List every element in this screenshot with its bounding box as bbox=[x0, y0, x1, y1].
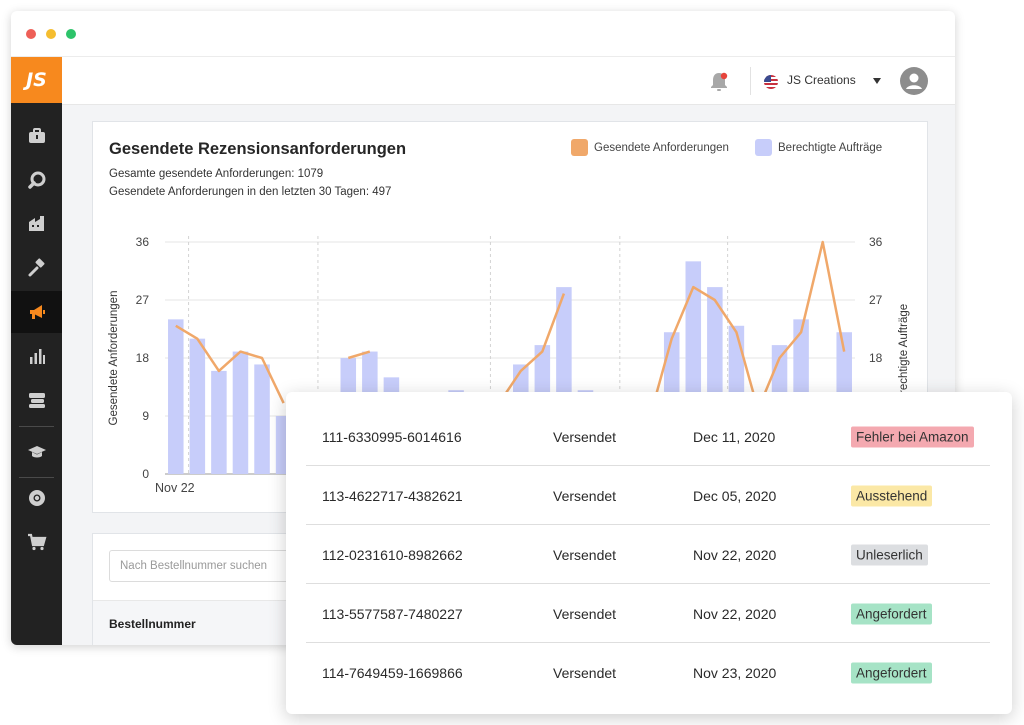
megaphone-icon bbox=[29, 305, 45, 319]
shipping-status: Versendet bbox=[553, 665, 617, 681]
order-number[interactable]: 114-7649459-1669866 bbox=[322, 665, 463, 681]
top-bar: JS Creations bbox=[62, 57, 955, 105]
user-avatar-icon[interactable] bbox=[900, 67, 928, 95]
briefcase-icon bbox=[28, 128, 45, 143]
order-date: Dec 11, 2020 bbox=[693, 428, 776, 445]
last-30-days-text: Gesendete Anforderungen in den letzten 3… bbox=[109, 186, 392, 198]
order-date: Nov 22, 2020 bbox=[693, 546, 777, 563]
bar-chart-icon bbox=[29, 349, 45, 364]
y-tick-label: 0 bbox=[142, 467, 149, 481]
bar-eligible-orders bbox=[254, 364, 270, 474]
order-date: Nov 22, 2020 bbox=[693, 605, 777, 622]
maximize-window-button[interactable] bbox=[66, 29, 76, 39]
bar-eligible-orders bbox=[232, 351, 249, 474]
legend-item-sent[interactable]: Gesendete Anforderungen bbox=[571, 139, 729, 156]
order-number[interactable]: 112-0231610-8982662 bbox=[322, 546, 463, 563]
legend-label: Gesendete Anforderungen bbox=[594, 141, 729, 154]
review-status-badge: Angefordert bbox=[851, 603, 932, 624]
shipping-status: Versendet bbox=[553, 428, 617, 445]
column-header-order-number[interactable]: Bestellnummer bbox=[109, 617, 196, 631]
y-tick-label: 9 bbox=[142, 409, 149, 423]
y-tick-label: 27 bbox=[136, 293, 150, 307]
y-tick-label: 36 bbox=[136, 235, 150, 249]
app-logo[interactable]: JS bbox=[11, 57, 62, 103]
gavel-icon bbox=[28, 258, 45, 277]
legend-item-eligible[interactable]: Berechtigte Aufträge bbox=[755, 139, 882, 156]
review-status-badge: Fehler bei Amazon bbox=[851, 426, 974, 447]
order-row[interactable]: 112-0231610-8982662 Versendet Nov 22, 2020… bbox=[306, 526, 990, 584]
legend-swatch bbox=[755, 139, 772, 156]
y-axis-label-right: rechtigte Aufträge bbox=[898, 304, 910, 394]
order-number[interactable]: 113-4622717-4382621 bbox=[322, 487, 463, 504]
bar-eligible-orders bbox=[168, 319, 184, 474]
line-sent-requests bbox=[347, 350, 371, 360]
total-requests-text: Gesamte gesendete Anforderungen: 1079 bbox=[109, 168, 324, 180]
sidebar-item-products[interactable] bbox=[11, 115, 62, 157]
order-row[interactable]: 113-4622717-4382621 Versendet Dec 05, 2020… bbox=[306, 467, 990, 525]
bell-icon[interactable] bbox=[708, 71, 730, 93]
graduation-cap-icon bbox=[27, 446, 46, 458]
order-row[interactable]: 111-6330995-6014616 Versendet Dec 11, 2020… bbox=[306, 408, 990, 466]
us-flag-icon bbox=[764, 75, 778, 89]
sidebar-item-analytics[interactable] bbox=[11, 335, 62, 377]
caret-down-icon[interactable] bbox=[873, 78, 881, 84]
cash-stack-icon bbox=[28, 393, 45, 408]
review-status-badge: Angefordert bbox=[851, 662, 932, 684]
y-axis-label-left: Gesendete Anforderungen bbox=[108, 291, 120, 426]
y-tick-label: 18 bbox=[136, 351, 150, 365]
sidebar-item-extension[interactable] bbox=[11, 477, 62, 519]
sidebar-item-research[interactable] bbox=[11, 159, 62, 201]
line-sent-requests bbox=[648, 240, 846, 417]
sidebar: JS bbox=[11, 57, 62, 645]
window-titlebar bbox=[11, 11, 955, 57]
line-sent-requests bbox=[498, 293, 566, 404]
sidebar-divider bbox=[19, 477, 54, 478]
right-y-tick-label: 36 bbox=[869, 235, 883, 249]
sidebar-item-finance[interactable] bbox=[11, 379, 62, 421]
building-icon bbox=[28, 216, 44, 231]
order-row[interactable]: 113-5577587-7480227 Versendet Nov 22, 2020… bbox=[306, 585, 990, 643]
order-row[interactable]: 114-7649459-1669866 Versendet Nov 23, 2020… bbox=[306, 644, 990, 702]
line-sent-requests bbox=[175, 324, 285, 404]
order-date: Dec 05, 2020 bbox=[693, 487, 777, 504]
legend-swatch bbox=[571, 139, 588, 156]
sidebar-item-listing[interactable] bbox=[11, 247, 62, 289]
minimize-window-button[interactable] bbox=[46, 29, 56, 39]
review-status-badge: Ausstehend bbox=[851, 485, 933, 506]
x-tick-label: Nov 22 bbox=[155, 481, 195, 495]
sidebar-item-marketing[interactable] bbox=[11, 291, 62, 333]
account-name[interactable]: JS Creations bbox=[787, 73, 856, 87]
sidebar-divider bbox=[19, 426, 54, 427]
cart-icon bbox=[27, 533, 46, 551]
chrome-icon bbox=[28, 490, 45, 506]
right-y-tick-label: 27 bbox=[869, 293, 883, 307]
bar-eligible-orders bbox=[211, 370, 227, 474]
order-number[interactable]: 111-6330995-6014616 bbox=[322, 428, 462, 445]
close-window-button[interactable] bbox=[26, 29, 36, 39]
bar-eligible-orders bbox=[189, 338, 206, 474]
review-status-badge: Unleserlich bbox=[851, 544, 928, 565]
shipping-status: Versendet bbox=[553, 487, 617, 504]
search-icon bbox=[27, 171, 45, 189]
order-search-input[interactable]: Nach Bestellnummer suchen bbox=[109, 550, 369, 582]
order-number[interactable]: 113-5577587-7480227 bbox=[322, 605, 463, 622]
shipping-status: Versendet bbox=[553, 605, 617, 622]
chart-title: Gesendete Rezensionsanforderungen bbox=[109, 140, 407, 158]
right-y-tick-label: 18 bbox=[869, 351, 883, 365]
topbar-divider bbox=[750, 67, 751, 95]
sidebar-item-academy[interactable] bbox=[11, 431, 62, 473]
shipping-status: Versendet bbox=[553, 546, 617, 563]
legend-label: Berechtigte Aufträge bbox=[778, 141, 883, 154]
order-date: Nov 23, 2020 bbox=[693, 665, 777, 681]
sidebar-item-shop[interactable] bbox=[11, 521, 62, 563]
sidebar-item-suppliers[interactable] bbox=[11, 203, 62, 245]
orders-popup: 111-6330995-6014616 Versendet Dec 11, 2020… bbox=[286, 392, 1012, 714]
